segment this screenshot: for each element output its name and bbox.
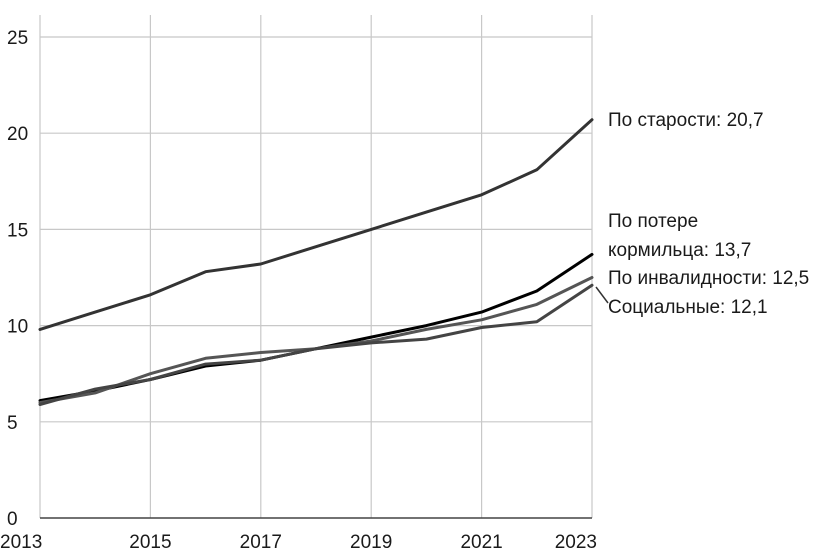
y-tick-label: 20 (7, 124, 28, 145)
x-tick-label: 2019 (350, 532, 392, 553)
y-axis-ticks: 0 5 10 15 20 25 (7, 28, 28, 530)
series-labels: По старости: 20,7 По потере кормильца: 1… (595, 110, 809, 318)
series-label-disability: По инвалидности: 12,5 (608, 268, 809, 289)
x-tick-label: 2021 (460, 532, 502, 553)
series-line-old-age (38, 118, 594, 331)
series-line-survivor (38, 252, 594, 403)
x-tick-label: 2017 (240, 532, 282, 553)
y-tick-label: 5 (7, 413, 18, 434)
x-tick-label: 2023 (555, 532, 597, 553)
y-tick-label: 25 (7, 28, 28, 49)
series-label-old-age: По старости: 20,7 (608, 110, 764, 131)
series-label-survivor-line-2: кормильца: 13,7 (608, 240, 751, 261)
x-tick-label: 2013 (0, 532, 42, 553)
y-tick-label: 10 (7, 317, 28, 338)
series-label-survivor-line-1: По потере (608, 211, 698, 232)
social-label-leader-line (595, 286, 609, 304)
x-axis-ticks: 2013 2015 2017 2019 2021 2023 (0, 532, 597, 553)
x-tick-label: 2015 (129, 532, 171, 553)
y-tick-label: 15 (7, 220, 28, 241)
series-line-social (38, 283, 594, 406)
series-layer (38, 118, 594, 406)
series-label-social: Социальные: 12,1 (608, 297, 768, 318)
grid (39, 15, 593, 519)
y-tick-label: 0 (7, 509, 18, 530)
